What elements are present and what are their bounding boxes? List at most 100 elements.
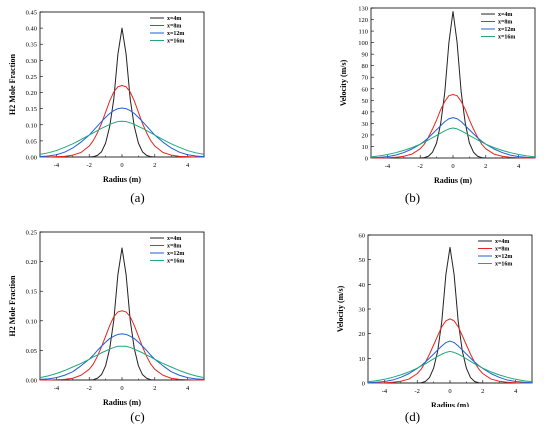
x-tick-label: 4	[186, 385, 190, 392]
legend-label: x=12m	[498, 27, 515, 33]
y-tick-label: 10	[359, 356, 366, 363]
y-tick-label: 0.30	[26, 58, 37, 65]
x-tick-label: -2	[86, 162, 91, 169]
y-tick-label: 0.20	[26, 259, 37, 266]
y-tick-label: 0	[365, 156, 368, 163]
y-tick-label: 0.15	[26, 106, 37, 113]
y-tick-label: 0.15	[26, 289, 37, 296]
y-tick-label: 0.20	[26, 90, 37, 97]
panel-d: 0 10 20 30 40 50 60 -4 -2 0 2 4 Radius (m) Velocity (…	[275, 217, 550, 434]
series-line-x-4m	[40, 27, 204, 158]
x-tick-label: 4	[517, 163, 521, 170]
caption-c: (c)	[130, 409, 145, 424]
y-axis-label: H2 Mole Fraction	[8, 54, 17, 115]
series-line-x-16m	[367, 350, 533, 383]
y-tick-label: 0.00	[26, 155, 37, 162]
legend-label: x=8m	[498, 20, 512, 26]
y-tick-label: 20	[359, 331, 366, 338]
y-tick-label: 90	[362, 52, 369, 59]
series-line-x-8m	[40, 84, 204, 158]
x-tick-label: -4	[54, 385, 60, 392]
chart-c: 0.00 0.05 0.10 0.15 0.20 0.25 -4 -2 0 2 4 Radius (m…	[8, 230, 205, 407]
y-tick-label: 50	[359, 257, 366, 264]
y-tick-label: 0.10	[26, 318, 37, 325]
y-tick-label: 0.40	[26, 26, 37, 33]
y-tick-label: 110	[358, 29, 368, 36]
y-axis-label: Velocity (m/s)	[339, 59, 348, 106]
legend-label: x=12m	[167, 251, 184, 257]
legend-label: x=16m	[498, 35, 515, 41]
x-axis-label: Radius (m)	[103, 398, 141, 407]
y-tick-label: 60	[362, 86, 369, 93]
caption-d: (d)	[404, 409, 421, 424]
x-tick-label: 0	[448, 388, 451, 395]
x-tick-label: -2	[414, 388, 419, 395]
y-tick-label: 0	[362, 381, 365, 388]
legend-label: x=4m	[495, 239, 509, 245]
x-tick-label: -2	[417, 163, 422, 170]
x-tick-label: -2	[86, 385, 91, 392]
x-tick-label: -4	[385, 163, 391, 170]
y-tick-label: 10	[362, 144, 369, 151]
y-tick-label: 120	[358, 17, 368, 24]
series-line-x-4m	[371, 10, 535, 159]
panel-c: 0.00 0.05 0.10 0.15 0.20 0.25 -4 -2 0 2 4 Radius (m…	[0, 217, 275, 434]
y-tick-label: 0.05	[26, 138, 37, 145]
legend-label: x=8m	[495, 247, 509, 253]
y-tick-label: 0.25	[26, 230, 37, 237]
y-axis-label: H2 Mole Fraction	[8, 275, 17, 336]
y-tick-label: 40	[359, 282, 366, 289]
legend-label: x=8m	[167, 244, 181, 250]
y-axis-label: Velocity (m/s)	[336, 285, 345, 332]
series-line-x-12m	[39, 333, 205, 380]
series-line-x-8m	[40, 310, 204, 381]
legend-label: x=16m	[167, 39, 184, 45]
x-tick-label: -4	[382, 388, 388, 395]
y-tick-label: 20	[362, 132, 369, 139]
series-line-x-12m	[39, 107, 205, 158]
y-tick-label: 0.00	[26, 378, 37, 385]
y-tick-label: 0.10	[26, 122, 37, 129]
chart-a: 0.00 0.05 0.10 0.15 0.20 0.25 0.30 0.35 0.40 0.45…	[8, 10, 205, 184]
series-line-x-16m	[39, 120, 205, 155]
y-tick-label: 40	[362, 109, 369, 116]
legend-label: x=12m	[495, 254, 512, 260]
y-tick-label: 80	[362, 63, 369, 70]
series-line-x-8m	[368, 318, 532, 384]
series-line-x-4m	[368, 246, 532, 384]
series-line-x-8m	[371, 94, 535, 159]
series-line-x-4m	[40, 247, 204, 381]
chart-d: 0 10 20 30 40 50 60 -4 -2 0 2 4 Radius (m) Velocity (…	[336, 233, 533, 410]
x-tick-label: 2	[484, 163, 487, 170]
y-tick-label: 0.25	[26, 74, 37, 81]
y-tick-label: 30	[362, 121, 369, 128]
x-axis-label: Radius (m)	[103, 175, 141, 184]
y-tick-label: 50	[362, 98, 369, 105]
x-axis-label: Radius (m)	[434, 176, 472, 185]
y-tick-label: 30	[359, 307, 366, 314]
y-tick-label: 130	[358, 6, 368, 13]
y-tick-label: 0.35	[26, 42, 37, 49]
x-tick-label: 2	[481, 388, 484, 395]
series-line-x-12m	[370, 117, 536, 159]
y-tick-label: 60	[359, 233, 366, 240]
y-tick-label: 0.05	[26, 348, 37, 355]
x-tick-label: 2	[153, 162, 156, 169]
y-tick-label: 70	[362, 75, 369, 82]
x-tick-label: -4	[54, 162, 60, 169]
panel-a: 0.00 0.05 0.10 0.15 0.20 0.25 0.30 0.35 0.40 0.45…	[0, 0, 275, 217]
legend-label: x=16m	[495, 262, 512, 268]
x-tick-label: 0	[120, 162, 123, 169]
panel-b: 0 10 20 30 40 50 60 70 80 90 100 110 120 130 -4 -2 0 2 4 Ra…	[275, 0, 550, 217]
caption-b: (b)	[404, 190, 421, 205]
series-line-x-16m	[39, 345, 205, 379]
caption-a: (a)	[130, 190, 145, 205]
series-line-x-16m	[370, 127, 536, 158]
x-tick-label: 0	[451, 163, 454, 170]
legend-label: x=4m	[167, 16, 181, 22]
x-tick-label: 2	[153, 385, 156, 392]
legend-label: x=12m	[167, 31, 184, 37]
legend-label: x=4m	[498, 12, 512, 18]
x-tick-label: 0	[120, 385, 123, 392]
chart-b: 0 10 20 30 40 50 60 70 80 90 100 110 120 130 -4 -2 0 2 4 Ra…	[339, 6, 536, 185]
